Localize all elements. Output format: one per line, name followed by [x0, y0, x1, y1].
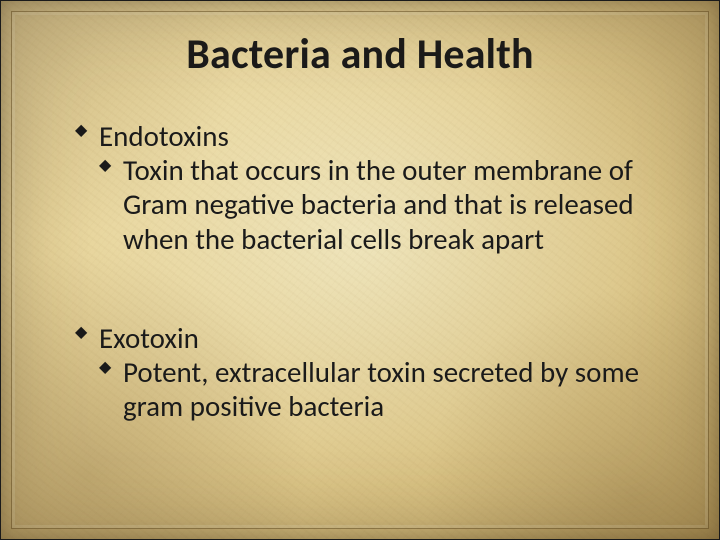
content-block-2: ◆ Exotoxin ◆ Potent, extracellular toxin…: [75, 321, 659, 424]
bullet-exotoxin-detail: ◆ Potent, extracellular toxin secreted b…: [99, 355, 659, 423]
bullet-exotoxin: ◆ Exotoxin: [75, 321, 659, 355]
slide-title: Bacteria and Health: [1, 29, 719, 80]
bullet-text: Potent, extracellular toxin secreted by …: [123, 354, 639, 424]
diamond-icon: ◆: [99, 158, 111, 174]
diamond-icon: ◆: [75, 123, 87, 139]
bullet-text: Exotoxin: [99, 320, 199, 356]
bullet-text: Toxin that occurs in the outer membrane …: [123, 152, 634, 256]
bullet-endotoxins-detail: ◆ Toxin that occurs in the outer membran…: [99, 153, 659, 256]
slide-frame: [11, 11, 709, 529]
bullet-endotoxins: ◆ Endotoxins: [75, 119, 659, 153]
diamond-icon: ◆: [75, 325, 87, 341]
content-block-1: ◆ Endotoxins ◆ Toxin that occurs in the …: [75, 119, 659, 256]
bullet-text: Endotoxins: [99, 118, 229, 154]
diamond-icon: ◆: [99, 360, 111, 376]
slide: Bacteria and Health ◆ Endotoxins ◆ Toxin…: [0, 0, 720, 540]
